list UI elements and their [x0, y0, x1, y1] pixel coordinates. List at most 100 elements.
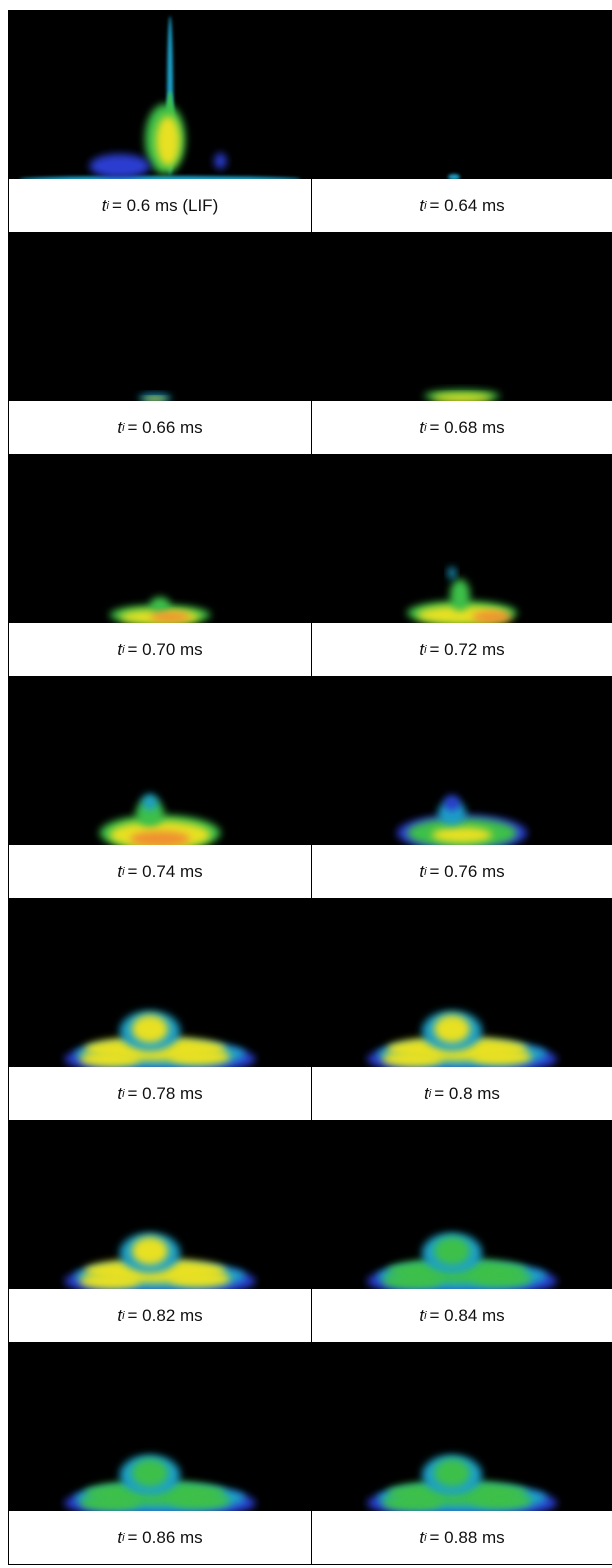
panel: ti= 0.70 ms [9, 455, 312, 677]
caption-subscript: i [429, 1088, 431, 1100]
caption-subscript: i [122, 644, 124, 656]
lif-image [9, 899, 311, 1067]
caption-subscript: i [424, 644, 426, 656]
caption-text: = 0.74 ms [128, 862, 203, 882]
lif-image [9, 11, 311, 179]
lif-image [9, 1343, 311, 1511]
caption-text: = 0.68 ms [430, 418, 505, 438]
caption-subscript: i [122, 1532, 124, 1544]
intensity-blob [382, 1051, 442, 1067]
intensity-blob [434, 1237, 470, 1265]
caption-subscript: i [122, 1088, 124, 1100]
caption-subscript: i [122, 866, 124, 878]
intensity-blob [79, 1051, 139, 1067]
lif-image [9, 455, 311, 623]
caption-subscript: i [122, 422, 124, 434]
lif-image [312, 1121, 612, 1289]
caption-text: = 0.64 ms [430, 196, 505, 216]
intensity-blob [450, 579, 470, 611]
caption-subscript: i [122, 1310, 124, 1322]
intensity-blob [132, 1459, 168, 1487]
caption-subscript: i [424, 1310, 426, 1322]
caption-subscript: i [424, 422, 426, 434]
caption: ti= 0.72 ms [312, 623, 612, 676]
intensity-blob [170, 1493, 230, 1509]
caption-text: = 0.72 ms [430, 640, 505, 660]
intensity-blob [472, 611, 512, 623]
lif-image [9, 1121, 311, 1289]
caption: ti= 0.64 ms [312, 179, 612, 232]
intensity-blob [150, 597, 170, 613]
intensity-blob [142, 794, 158, 810]
caption-subscript: i [424, 200, 426, 212]
intensity-blob [472, 1493, 532, 1509]
caption-text: = 0.8 ms [434, 1084, 500, 1104]
caption-subscript: i [424, 866, 426, 878]
caption-text: = 0.78 ms [128, 1084, 203, 1104]
caption-subscript: i [424, 1532, 426, 1544]
caption-text: = 0.86 ms [128, 1528, 203, 1548]
lif-image [312, 899, 612, 1067]
lif-image [312, 11, 612, 179]
lif-image [312, 233, 612, 401]
caption-text: = 0.66 ms [128, 418, 203, 438]
lif-image [312, 677, 612, 845]
intensity-blob [156, 116, 180, 166]
intensity-blob [444, 795, 460, 811]
intensity-blob [434, 1459, 470, 1487]
lif-image [9, 233, 311, 401]
caption-text: = 0.6 ms (LIF) [112, 196, 218, 216]
intensity-blob [382, 1495, 442, 1511]
intensity-blob [214, 153, 226, 169]
intensity-blob [448, 567, 456, 579]
intensity-blob [434, 1015, 470, 1043]
page: {"panels": [ {"symbol": "t", "subscript"… [0, 0, 612, 1568]
panel: ti= 0.6 ms (LIF) [9, 11, 312, 233]
caption: ti= 0.70 ms [9, 623, 311, 676]
intensity-blob [90, 154, 150, 178]
figure-grid: ti= 0.6 ms (LIF)ti= 0.64 msti= 0.66 msti… [8, 10, 612, 1565]
caption: ti= 0.6 ms (LIF) [9, 179, 311, 232]
caption-text: = 0.70 ms [128, 640, 203, 660]
intensity-blob [132, 1015, 168, 1043]
intensity-blob [79, 1495, 139, 1511]
intensity-blob [432, 827, 492, 843]
intensity-blob [472, 1049, 532, 1065]
caption-subscript: i [107, 200, 109, 212]
intensity-blob [170, 1271, 230, 1287]
intensity-blob [472, 1271, 532, 1287]
intensity-blob [132, 1237, 168, 1265]
caption-text: = 0.82 ms [128, 1306, 203, 1326]
caption: ti= 0.76 ms [312, 845, 612, 898]
intensity-blob [382, 1273, 442, 1289]
lif-image [9, 677, 311, 845]
caption-text: = 0.84 ms [430, 1306, 505, 1326]
lif-image [312, 1343, 612, 1511]
caption-text: = 0.88 ms [430, 1528, 505, 1548]
intensity-blob [150, 612, 190, 622]
lif-image [312, 455, 612, 623]
intensity-blob [170, 1049, 230, 1065]
caption-text: = 0.76 ms [430, 862, 505, 882]
